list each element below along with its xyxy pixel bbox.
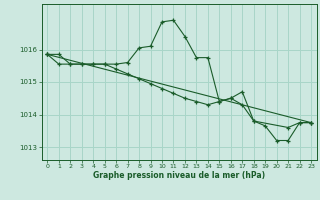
X-axis label: Graphe pression niveau de la mer (hPa): Graphe pression niveau de la mer (hPa) (93, 171, 265, 180)
